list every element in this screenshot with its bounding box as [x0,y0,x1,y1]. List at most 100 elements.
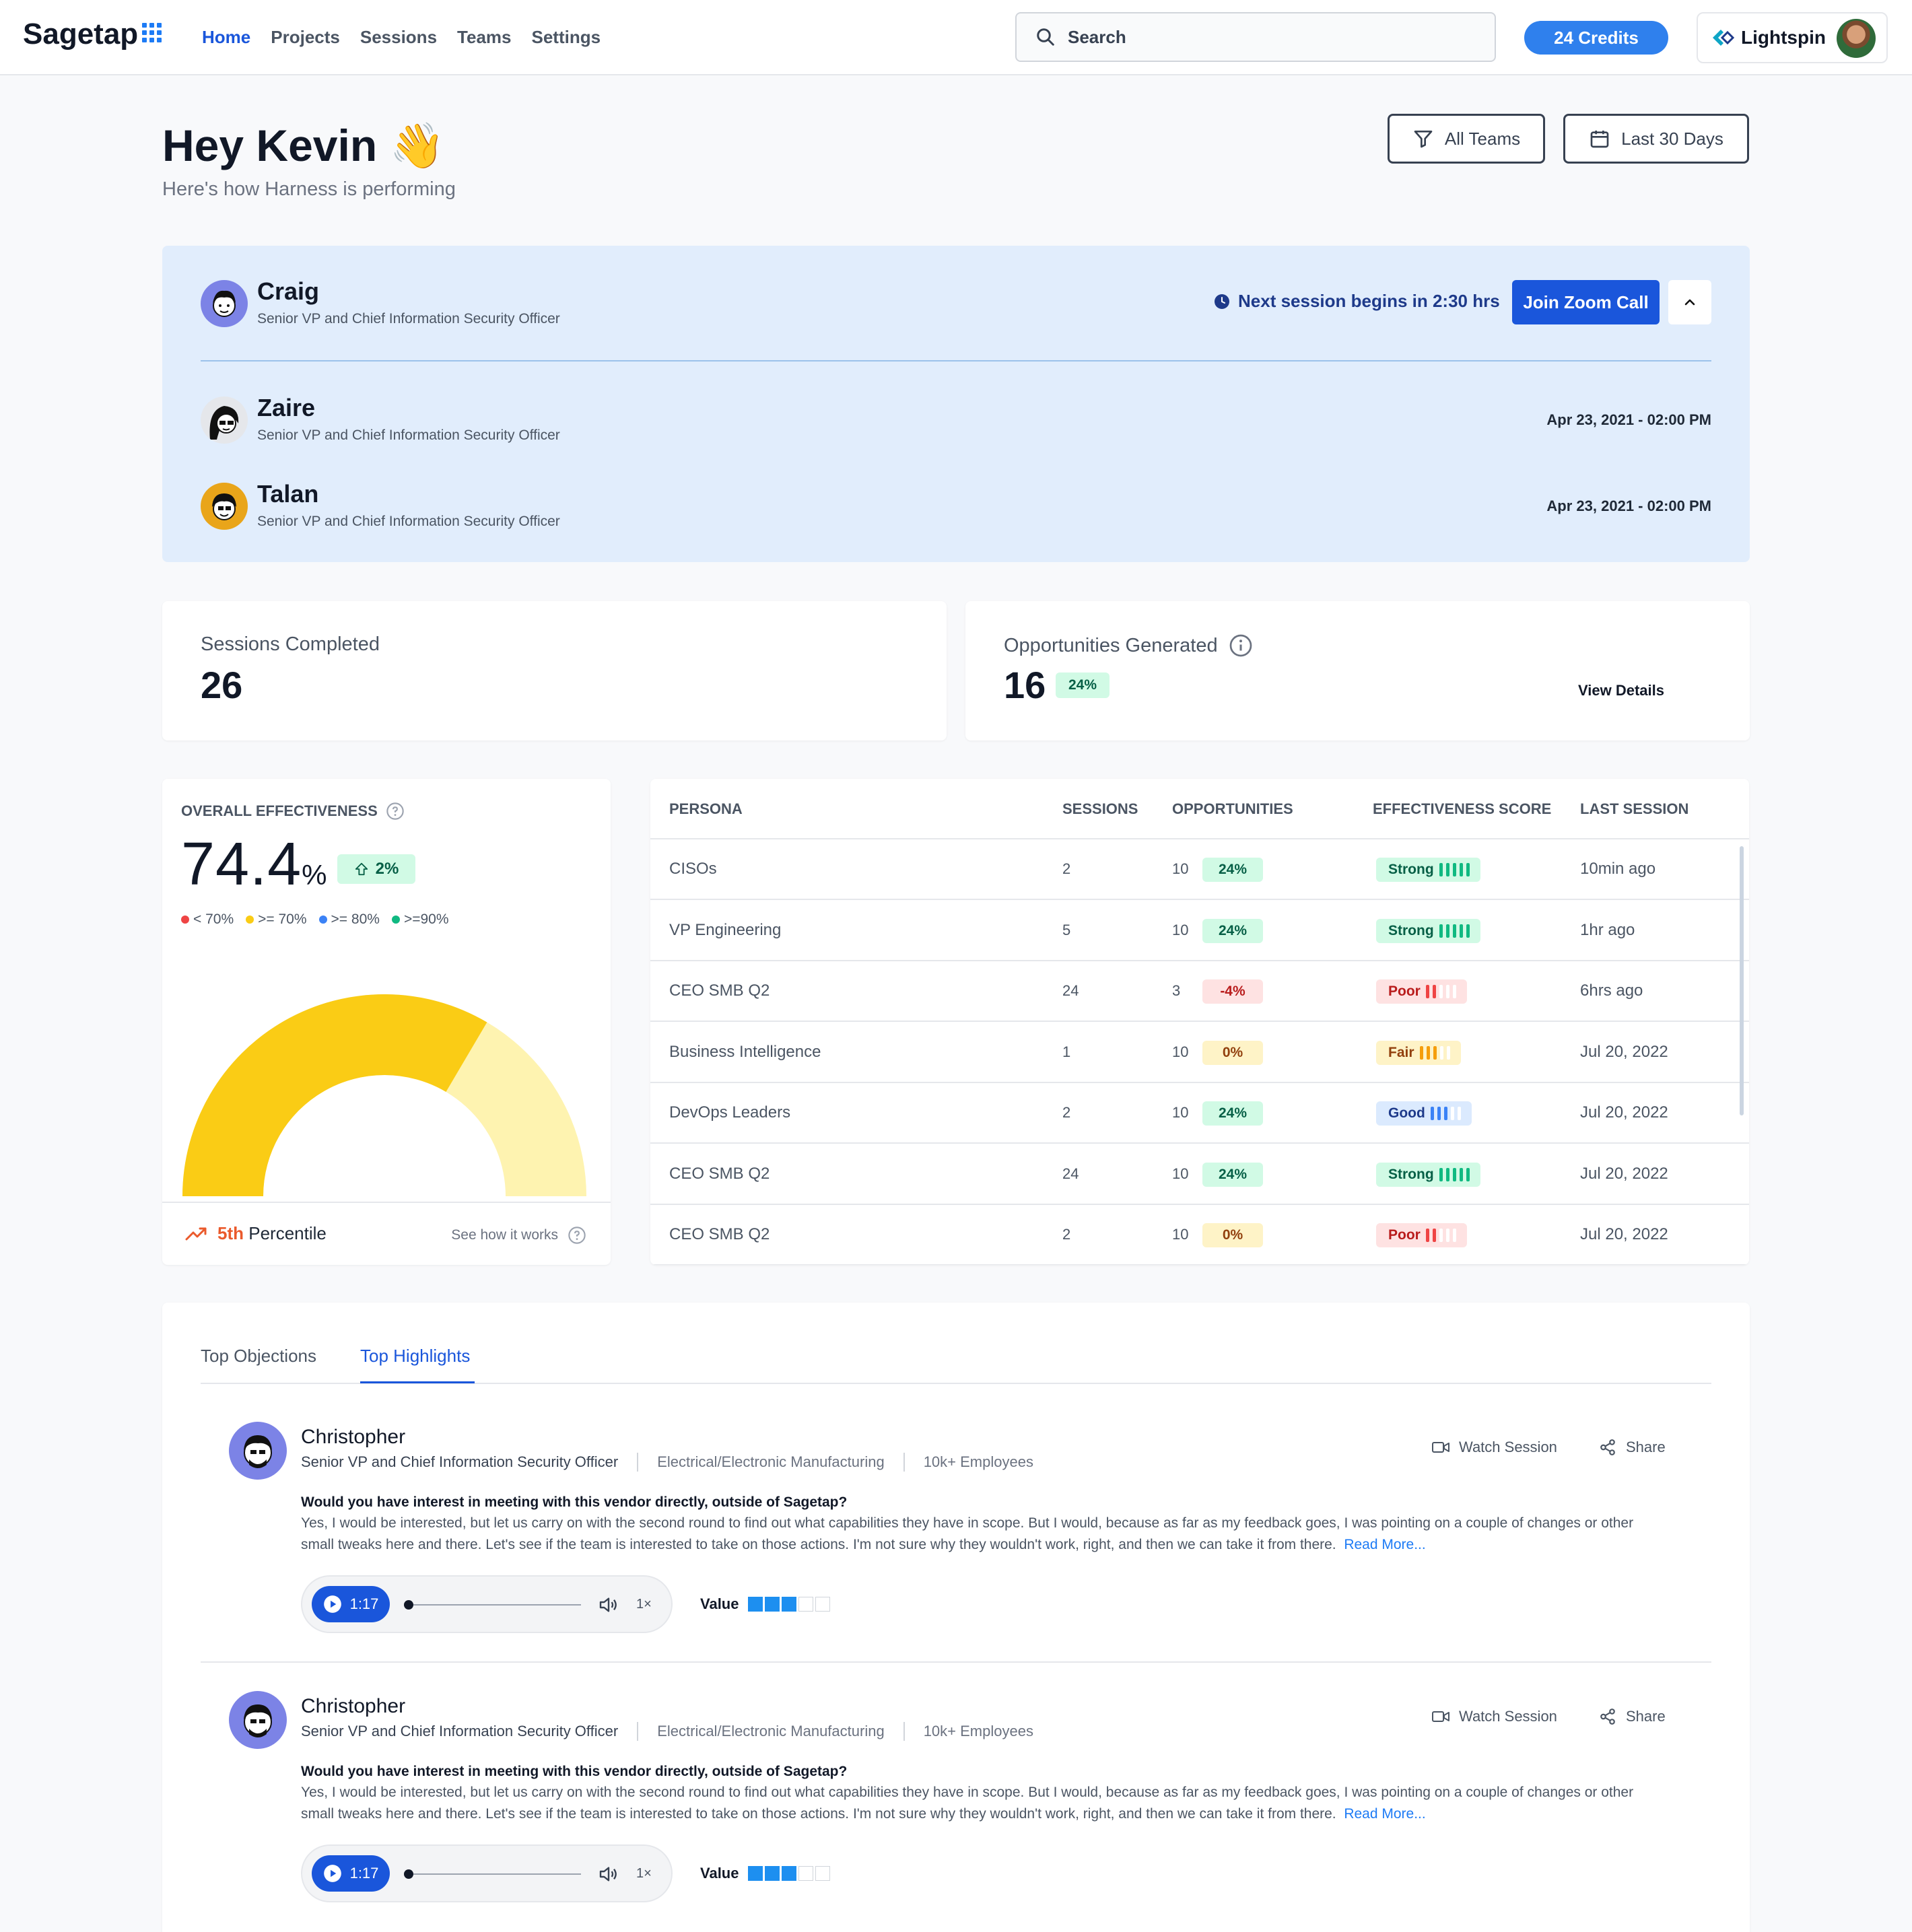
table-row[interactable]: CEO SMB Q2 24 10 24% Strong Jul 20, 2022 [650,1144,1749,1205]
change-badge: 0% [1202,1040,1263,1065]
table-row[interactable]: CEO SMB Q2 2 10 0% Poor Jul 20, 2022 [650,1205,1749,1265]
value-bar [798,1597,814,1612]
effectiveness-score-badge: Strong [1376,1162,1480,1187]
last-session-cell: Jul 20, 2022 [1580,1164,1668,1183]
score-bars [1439,924,1470,938]
change-badge: 24% [1202,858,1263,882]
audio-progress-handle[interactable] [404,1869,413,1879]
watch-session-label: Watch Session [1459,1708,1557,1725]
tabs-border [201,1383,1711,1384]
table-row[interactable]: CISOs 2 10 24% Strong 10min ago [650,839,1749,900]
watch-session-button[interactable]: Watch Session [1432,1439,1557,1456]
column-header-opportunities[interactable]: OPPORTUNITIES [1172,800,1293,817]
volume-icon[interactable] [597,1594,620,1616]
play-button[interactable]: 1:17 [312,1586,390,1622]
last-session-cell: Jul 20, 2022 [1580,1225,1668,1243]
see-how-link[interactable]: See how it works [451,1226,586,1245]
next-session-text: Next session begins in 2:30 hrs [1238,291,1500,311]
person-name: Talan [257,480,319,508]
score-label: Strong [1388,1166,1434,1182]
play-button[interactable]: 1:17 [312,1855,390,1892]
user-avatar[interactable] [1837,19,1876,58]
opportunities-value: 16 [1004,664,1046,706]
nav-link-projects[interactable]: Projects [271,27,340,47]
read-more-link[interactable]: Read More... [1344,1806,1426,1822]
persona-cell: VP Engineering [669,920,782,939]
column-header-last-session[interactable]: LAST SESSION [1580,800,1689,817]
search-input[interactable] [1068,26,1472,48]
audio-progress-track[interactable] [409,1873,581,1875]
help-icon[interactable] [386,802,405,821]
read-more-link[interactable]: Read More... [1344,1537,1426,1552]
share-button[interactable]: Share [1599,1708,1666,1725]
org-name: Lightspin [1741,27,1826,48]
logo[interactable]: Sagetap [23,18,162,51]
join-zoom-button[interactable]: Join Zoom Call [1512,280,1660,324]
credits-button[interactable]: 24 Credits [1524,21,1668,55]
score-label: Poor [1388,1227,1421,1243]
highlight-name: Christopher [301,1426,406,1448]
nav-link-home[interactable]: Home [202,27,251,47]
upcoming-person[interactable]: Craig Senior VP and Chief Information Se… [201,277,560,327]
highlight-title: Senior VP and Chief Information Security… [301,1723,619,1739]
table-row[interactable]: DevOps Leaders 2 10 24% Good Jul 20, 202… [650,1083,1749,1144]
playback-speed[interactable]: 1× [636,1866,652,1881]
info-icon[interactable] [1229,633,1253,658]
collapse-button[interactable] [1668,280,1711,324]
persona-cell: CEO SMB Q2 [669,1164,770,1183]
score-bars [1425,985,1456,998]
score-bar [1452,863,1456,876]
legend-item: >= 80% [318,911,380,928]
audio-progress-track[interactable] [409,1604,581,1606]
separator [903,1453,905,1472]
table-row[interactable]: Business Intelligence 1 10 0% Fair Jul 2… [650,1023,1749,1083]
score-bar [1425,1229,1429,1242]
highlight-company-size: 10k+ Employees [923,1723,1033,1739]
upcoming-person[interactable]: Zaire Senior VP and Chief Information Se… [201,394,560,444]
nav-link-settings[interactable]: Settings [531,27,601,47]
tab-top-objections[interactable]: Top Objections [201,1346,316,1366]
highlight-company-size: 10k+ Employees [923,1453,1033,1470]
column-header-sessions[interactable]: SESSIONS [1062,800,1138,817]
share-button[interactable]: Share [1599,1439,1666,1456]
all-teams-filter[interactable]: All Teams [1388,114,1545,164]
play-icon [323,1595,341,1613]
nav-link-sessions[interactable]: Sessions [360,27,438,47]
watch-session-button[interactable]: Watch Session [1432,1708,1557,1725]
effectiveness-label: OVERALL EFFECTIVENESS [181,802,378,819]
score-bar [1445,985,1449,998]
audio-duration: 1:17 [349,1595,379,1612]
legend-dot [391,916,400,924]
volume-icon[interactable] [597,1863,620,1885]
table-row[interactable]: VP Engineering 5 10 24% Strong 1hr ago [650,901,1749,961]
share-icon [1600,1439,1615,1455]
org-switcher[interactable]: Lightspin [1697,12,1888,63]
nav-link-teams[interactable]: Teams [457,27,512,47]
table-row[interactable]: CEO SMB Q2 24 3 -4% Poor 6hrs ago [650,961,1749,1022]
date-range-filter[interactable]: Last 30 Days [1563,114,1749,164]
score-bar [1457,1107,1461,1120]
audio-progress-handle[interactable] [404,1600,413,1610]
percentile-row: 5th Percentile [185,1223,327,1244]
search-box[interactable] [1015,12,1496,62]
playback-speed[interactable]: 1× [636,1597,652,1612]
column-header-score[interactable]: EFFECTIVENESS SCORE [1373,800,1552,817]
chevron-up-icon [1684,299,1695,306]
score-bar [1445,1167,1449,1181]
view-details-link[interactable]: View Details [1578,682,1664,699]
share-label: Share [1626,1708,1666,1725]
table-scrollbar[interactable] [1740,846,1744,1115]
column-header-persona[interactable]: PERSONA [669,800,743,817]
score-bar [1439,1045,1443,1060]
persona-cell: Business Intelligence [669,1042,821,1061]
score-bar [1439,1229,1443,1242]
upcoming-person[interactable]: Talan Senior VP and Chief Information Se… [201,480,560,530]
effectiveness-unit: % [302,859,328,891]
value-label: Value [700,1595,739,1612]
nav-links: Home Projects Sessions Teams Settings [202,27,601,48]
tab-top-highlights[interactable]: Top Highlights [360,1346,471,1366]
effectiveness-score-badge: Poor [1376,979,1467,1004]
score-bar [1432,1229,1436,1242]
score-bar [1446,1045,1450,1060]
score-label: Strong [1388,922,1434,938]
